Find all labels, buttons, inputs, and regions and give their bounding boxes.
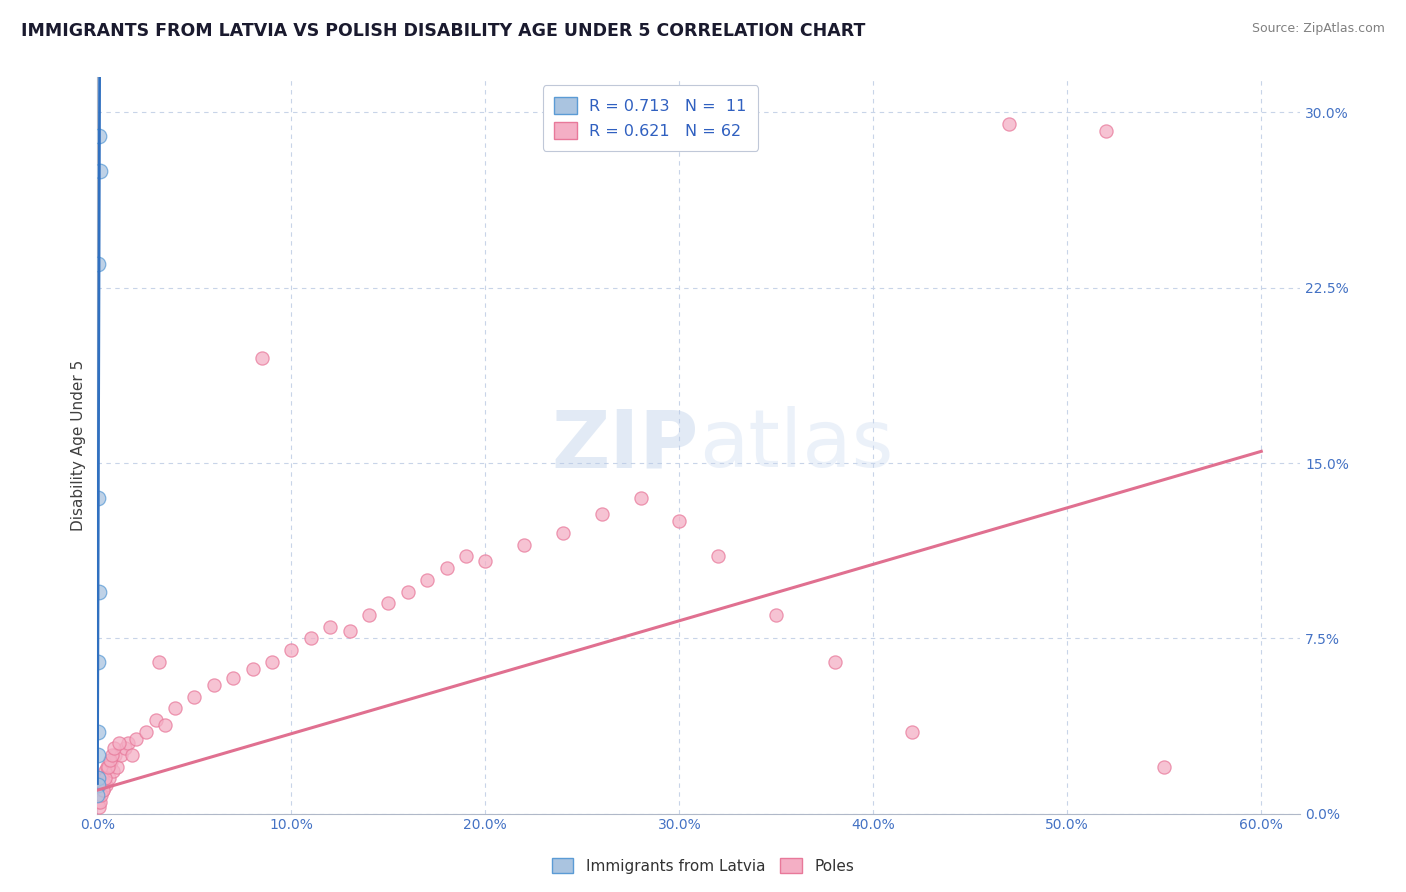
Text: IMMIGRANTS FROM LATVIA VS POLISH DISABILITY AGE UNDER 5 CORRELATION CHART: IMMIGRANTS FROM LATVIA VS POLISH DISABIL… <box>21 22 866 40</box>
Point <box>1095 124 1118 138</box>
Point <box>591 508 613 522</box>
Point <box>86 772 108 786</box>
Point <box>87 584 110 599</box>
Point <box>135 724 157 739</box>
Point <box>513 538 536 552</box>
Point <box>901 724 924 739</box>
Point <box>87 655 110 669</box>
Point <box>91 772 114 786</box>
Point <box>117 736 139 750</box>
Point <box>86 788 108 802</box>
Point <box>89 783 111 797</box>
Point <box>97 760 120 774</box>
Point <box>668 515 690 529</box>
Point <box>416 573 439 587</box>
Point <box>630 491 652 505</box>
Point <box>163 701 186 715</box>
Point <box>98 772 121 786</box>
Point <box>101 748 124 763</box>
Point <box>551 526 574 541</box>
Point <box>105 760 128 774</box>
Point <box>319 619 342 633</box>
Point <box>252 351 274 365</box>
Point <box>89 795 111 809</box>
Point <box>93 776 115 790</box>
Text: atlas: atlas <box>699 407 893 484</box>
Text: Source: ZipAtlas.com: Source: ZipAtlas.com <box>1251 22 1385 36</box>
Point <box>87 724 110 739</box>
Point <box>202 678 225 692</box>
Point <box>145 713 167 727</box>
Point <box>148 655 170 669</box>
Point <box>377 596 399 610</box>
Point <box>125 731 148 746</box>
Point <box>91 783 114 797</box>
Point <box>339 624 361 639</box>
Point <box>101 764 124 779</box>
Point <box>260 655 283 669</box>
Point <box>98 753 121 767</box>
Point <box>107 736 129 750</box>
Point <box>96 760 118 774</box>
Point <box>87 128 110 143</box>
Point <box>1153 760 1175 774</box>
Point <box>86 748 108 763</box>
Y-axis label: Disability Age Under 5: Disability Age Under 5 <box>72 359 86 531</box>
Point <box>436 561 458 575</box>
Point <box>87 257 110 271</box>
Point <box>114 741 136 756</box>
Point <box>707 549 730 564</box>
Point <box>104 748 127 763</box>
Point <box>824 655 846 669</box>
Point <box>280 643 302 657</box>
Point <box>299 632 322 646</box>
Point <box>86 779 108 793</box>
Point <box>183 690 205 704</box>
Point <box>765 607 787 622</box>
Point <box>87 799 110 814</box>
Point <box>998 117 1021 131</box>
Point <box>155 717 177 731</box>
Point <box>454 549 477 564</box>
Point <box>100 755 122 769</box>
Text: ZIP: ZIP <box>551 407 699 484</box>
Point <box>94 779 117 793</box>
Legend: Immigrants from Latvia, Poles: Immigrants from Latvia, Poles <box>546 852 860 880</box>
Legend: R = 0.713   N =  11, R = 0.621   N = 62: R = 0.713 N = 11, R = 0.621 N = 62 <box>543 86 758 151</box>
Point <box>121 748 143 763</box>
Point <box>89 164 111 178</box>
Point <box>222 671 245 685</box>
Point <box>89 788 111 802</box>
Point <box>93 772 115 786</box>
Point <box>87 795 110 809</box>
Point <box>90 788 112 802</box>
Point <box>474 554 496 568</box>
Point <box>396 584 419 599</box>
Point <box>357 607 380 622</box>
Point <box>242 662 264 676</box>
Point <box>110 748 132 763</box>
Point <box>90 779 112 793</box>
Point <box>91 783 114 797</box>
Point <box>103 741 125 756</box>
Point <box>94 764 117 779</box>
Point <box>87 491 110 505</box>
